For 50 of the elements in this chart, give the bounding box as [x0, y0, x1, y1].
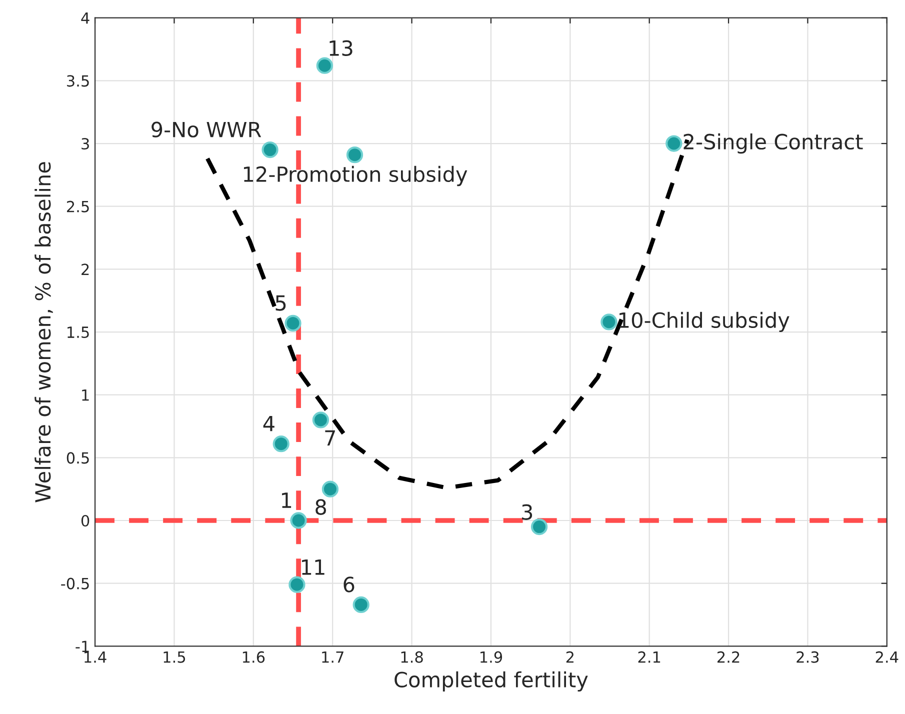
x-tick-label: 2: [566, 651, 574, 663]
point: [322, 480, 339, 498]
annotation: 9-No WWR: [152, 122, 262, 138]
x-tick-label: 1.4: [84, 652, 106, 663]
point: [284, 314, 302, 332]
annotation: 7: [325, 430, 335, 446]
annotation: 12-Promotion subsidy: [244, 166, 468, 186]
y-tick-label: 1.5: [68, 326, 89, 338]
y-axis-title: Welfare of women, % of baseline: [34, 162, 53, 502]
annotation: 13: [330, 40, 352, 56]
annotation: 5: [276, 295, 286, 311]
y-tick-label: 4: [81, 12, 90, 24]
x-tick-label: 1.8: [401, 651, 423, 663]
y-tick-label: 2.5: [66, 200, 89, 212]
point: [290, 512, 307, 529]
x-tick-label: 1.9: [480, 651, 502, 663]
point: [272, 436, 290, 452]
point: [312, 412, 330, 428]
annotation: 10-Child subsidy: [620, 312, 790, 332]
y-tick-label: -1: [76, 640, 89, 652]
y-tick-label: 0.5: [66, 452, 89, 464]
y-tick-label: -0.5: [61, 578, 89, 590]
annotation: 1: [282, 492, 292, 508]
y-tick-label: 3.5: [67, 75, 89, 87]
point: [600, 314, 618, 330]
annotation: 4: [263, 416, 274, 432]
point: [346, 146, 364, 164]
point: [316, 57, 333, 74]
x-tick-label: 2.2: [717, 651, 740, 663]
x-axis-title: Completed fertility: [394, 671, 588, 692]
annotation: 11: [302, 560, 324, 575]
annotation: 2-Single Contract: [684, 133, 863, 154]
annotation: 8: [316, 499, 326, 515]
x-tick-label: 1.5: [164, 652, 186, 663]
x-tick-label: 2.1: [638, 651, 660, 663]
point: [288, 576, 306, 593]
point: [666, 135, 682, 152]
x-tick-label: 2.3: [796, 651, 819, 663]
x-tick-label: 1.6: [242, 651, 265, 663]
y-tick-label: 3: [82, 138, 89, 150]
y-tick-label: 1: [82, 390, 89, 401]
point: [262, 141, 278, 158]
x-tick-label: 1.7: [322, 652, 344, 663]
y-tick-label: 2: [82, 264, 89, 275]
annotation: 6: [344, 576, 354, 592]
point: [352, 596, 370, 614]
point: [530, 518, 548, 536]
annotation: 3: [522, 504, 532, 520]
x-tick-label: 2.4: [876, 651, 898, 663]
y-tick-label: 0: [81, 514, 90, 527]
